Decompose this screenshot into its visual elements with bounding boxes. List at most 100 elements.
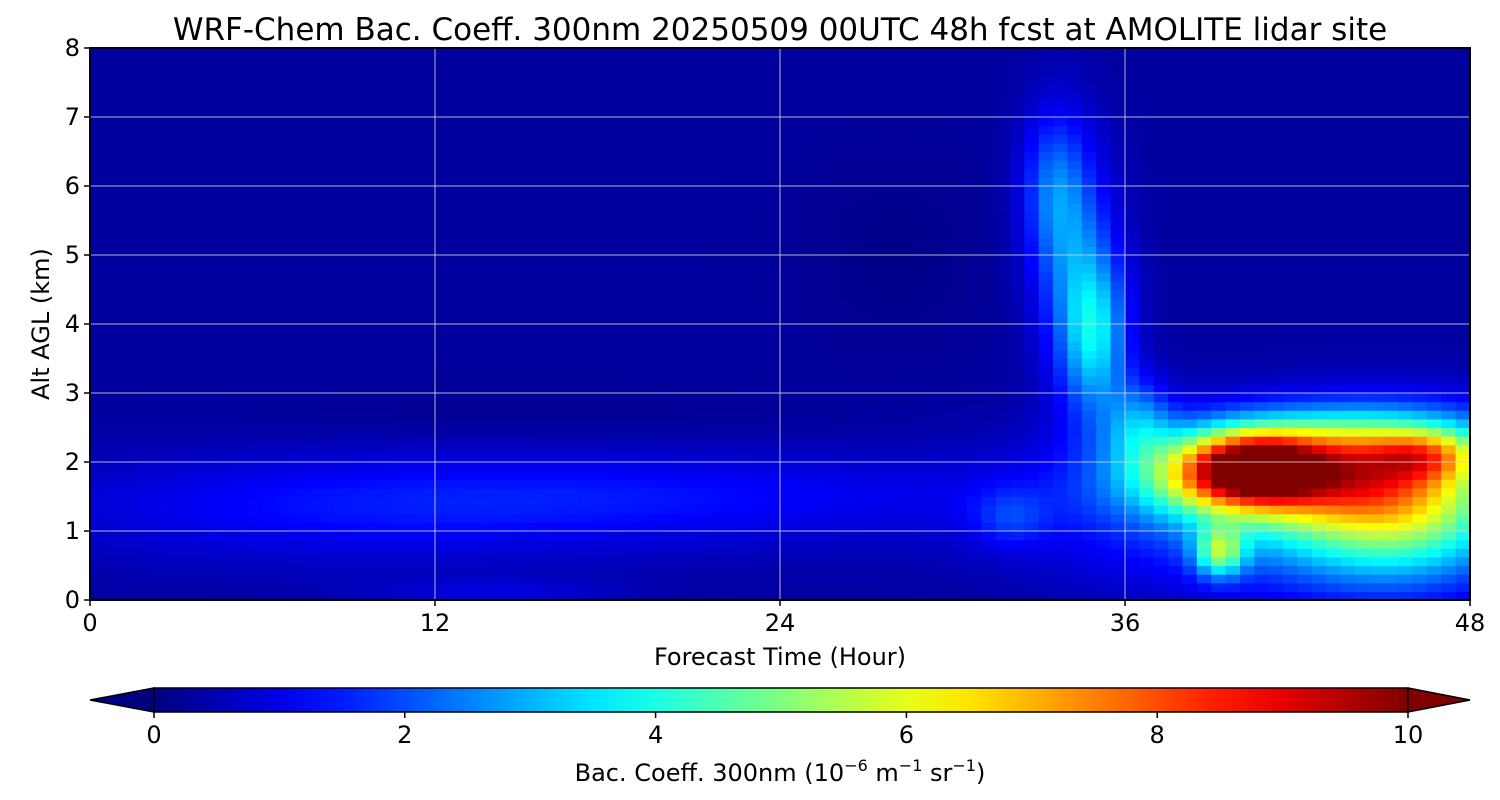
heatmap-cell bbox=[463, 117, 479, 127]
heatmap-cell bbox=[593, 410, 609, 420]
heatmap-cell bbox=[866, 99, 882, 109]
heatmap-cell bbox=[320, 73, 335, 84]
heatmap-cell bbox=[320, 436, 335, 446]
heatmap-cell bbox=[966, 194, 982, 204]
heatmap-cell bbox=[521, 513, 537, 523]
heatmap-cell bbox=[895, 556, 910, 567]
heatmap-cell bbox=[765, 582, 781, 592]
heatmap-cell bbox=[722, 556, 738, 567]
heatmap-cell bbox=[578, 582, 594, 592]
heatmap-cell bbox=[219, 177, 235, 187]
heatmap-cell bbox=[636, 142, 652, 153]
heatmap-cell bbox=[751, 142, 767, 153]
heatmap-cell bbox=[1182, 591, 1198, 601]
heatmap-cell bbox=[736, 82, 752, 92]
heatmap-cell bbox=[751, 48, 767, 58]
heatmap-cell bbox=[880, 574, 896, 584]
heatmap-cell bbox=[765, 289, 781, 299]
heatmap-cell bbox=[650, 582, 666, 592]
heatmap-cell bbox=[1038, 272, 1054, 282]
heatmap-cell bbox=[377, 65, 393, 75]
heatmap-cell bbox=[722, 298, 738, 308]
heatmap-cell bbox=[1168, 91, 1184, 101]
heatmap-cell bbox=[1182, 582, 1198, 592]
heatmap-cell bbox=[693, 82, 709, 92]
heatmap-cell bbox=[550, 73, 565, 84]
heatmap-cell bbox=[1038, 401, 1054, 411]
heatmap-cell bbox=[564, 263, 580, 273]
heatmap-cell bbox=[492, 151, 508, 161]
heatmap-cell bbox=[593, 513, 609, 523]
heatmap-cell bbox=[1067, 401, 1083, 411]
heatmap-cell bbox=[205, 393, 220, 403]
heatmap-cell bbox=[1067, 582, 1083, 592]
heatmap-cell bbox=[391, 117, 407, 127]
heatmap-cell bbox=[665, 462, 680, 472]
heatmap-cell bbox=[550, 280, 565, 291]
heatmap-cell bbox=[895, 255, 910, 265]
heatmap-cell bbox=[765, 177, 781, 187]
heatmap-cell bbox=[765, 565, 781, 575]
heatmap-cell bbox=[808, 203, 824, 213]
heatmap-cell bbox=[348, 341, 364, 351]
heatmap-cell bbox=[262, 160, 278, 170]
heatmap-cell bbox=[133, 410, 149, 420]
heatmap-cell bbox=[1196, 393, 1212, 403]
heatmap-cell bbox=[1067, 384, 1083, 394]
heatmap-cell bbox=[521, 332, 537, 342]
heatmap-cell bbox=[895, 289, 910, 299]
heatmap-cell bbox=[708, 91, 724, 101]
heatmap-cell bbox=[190, 375, 206, 385]
heatmap-cell bbox=[923, 255, 939, 265]
heatmap-cell bbox=[233, 324, 249, 334]
heatmap-cell bbox=[377, 142, 393, 153]
heatmap-cell bbox=[449, 358, 465, 368]
heatmap-cell bbox=[593, 289, 609, 299]
heatmap-cell bbox=[650, 168, 666, 178]
heatmap-cell bbox=[90, 375, 105, 385]
heatmap-cell bbox=[952, 73, 968, 84]
heatmap-cell bbox=[420, 306, 436, 316]
heatmap-cell bbox=[104, 565, 120, 575]
heatmap-cell bbox=[981, 289, 997, 299]
heatmap-cell bbox=[377, 99, 393, 109]
heatmap-cell bbox=[147, 591, 163, 601]
heatmap-cell bbox=[780, 444, 795, 454]
heatmap-cell bbox=[564, 427, 580, 437]
heatmap-cell bbox=[190, 48, 206, 58]
heatmap-cell bbox=[262, 255, 278, 265]
heatmap-cell bbox=[219, 246, 235, 256]
heatmap-cell bbox=[621, 73, 637, 84]
heatmap-cell bbox=[564, 186, 580, 196]
heatmap-cell bbox=[420, 341, 436, 351]
heatmap-cell bbox=[1053, 91, 1069, 101]
heatmap-cell bbox=[176, 65, 192, 75]
heatmap-cell bbox=[492, 462, 508, 472]
heatmap-cell bbox=[363, 427, 379, 437]
heatmap-cell bbox=[435, 479, 450, 489]
heatmap-cell bbox=[923, 582, 939, 592]
heatmap-cell bbox=[463, 246, 479, 256]
heatmap-cell bbox=[1182, 272, 1198, 282]
heatmap-cell bbox=[363, 272, 379, 282]
heatmap-cell bbox=[823, 565, 839, 575]
heatmap-cell bbox=[133, 108, 149, 118]
heatmap-cell bbox=[449, 298, 465, 308]
heatmap-cell bbox=[880, 479, 896, 489]
heatmap-cell bbox=[262, 324, 278, 334]
heatmap-cell bbox=[104, 556, 120, 567]
heatmap-cell bbox=[636, 48, 652, 58]
heatmap-cell bbox=[736, 117, 752, 127]
heatmap-cell bbox=[535, 341, 551, 351]
heatmap-cell bbox=[1096, 229, 1112, 239]
heatmap-cell bbox=[578, 341, 594, 351]
heatmap-cell bbox=[808, 91, 824, 101]
heatmap-cell bbox=[981, 513, 997, 523]
heatmap-cell bbox=[564, 82, 580, 92]
heatmap-cell bbox=[1010, 125, 1025, 135]
heatmap-cell bbox=[808, 177, 824, 187]
heatmap-cell bbox=[636, 539, 652, 549]
heatmap-cell bbox=[794, 160, 810, 170]
heatmap-cell bbox=[435, 332, 450, 342]
heatmap-cell bbox=[564, 177, 580, 187]
